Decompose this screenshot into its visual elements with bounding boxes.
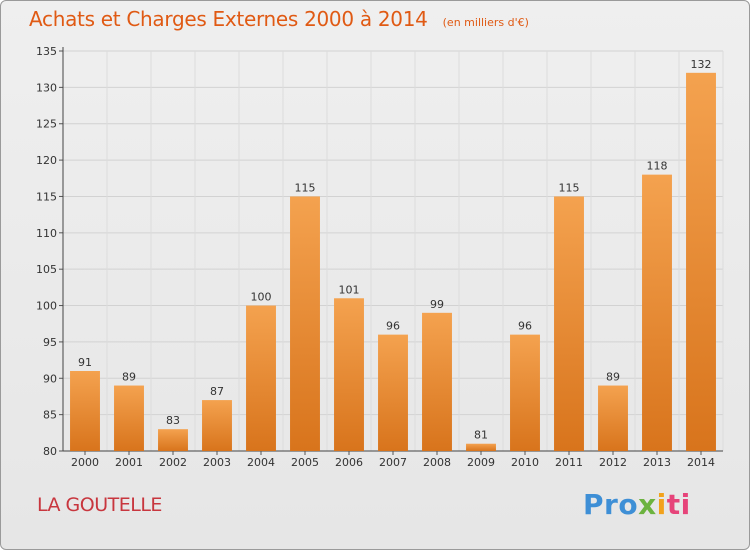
y-tick-label: 130 <box>36 81 57 94</box>
bar-2005 <box>290 196 320 451</box>
x-tick-label-2001: 2001 <box>115 456 143 469</box>
logo-part-2: x <box>638 488 657 521</box>
bar-2013 <box>642 174 672 452</box>
data-label-2014: 132 <box>691 58 712 71</box>
bar-2007 <box>378 334 408 451</box>
bar-2010 <box>510 334 540 451</box>
proxiti-logo[interactable]: Proxiti <box>583 488 691 521</box>
x-tick-label-2007: 2007 <box>379 456 407 469</box>
label-layer: 91 89 83 87 100 115 101 96 99 81 96 115 89 118 132 <box>78 58 712 442</box>
x-tick-label-2009: 2009 <box>467 456 495 469</box>
y-tick-label: 90 <box>43 372 57 385</box>
data-label-2012: 89 <box>606 371 620 384</box>
y-tick-label: 115 <box>36 190 57 203</box>
x-tick-label-2004: 2004 <box>247 456 275 469</box>
data-label-2013: 118 <box>647 160 668 173</box>
x-tick-label-2006: 2006 <box>335 456 363 469</box>
data-label-2009: 81 <box>474 429 488 442</box>
chart-subtitle: (en milliers d'€) <box>442 16 529 29</box>
x-tick-label-2011: 2011 <box>555 456 583 469</box>
data-label-2010: 96 <box>518 320 532 333</box>
x-tick-label-2005: 2005 <box>291 456 319 469</box>
x-tick-label-2000: 2000 <box>71 456 99 469</box>
logo-part-4: ti <box>666 488 691 521</box>
x-tick-label-2008: 2008 <box>423 456 451 469</box>
data-label-2001: 89 <box>122 371 136 384</box>
bar-2014 <box>686 72 716 452</box>
bar-layer <box>70 72 716 452</box>
x-tick-label-2002: 2002 <box>159 456 187 469</box>
x-tick-label-2012: 2012 <box>599 456 627 469</box>
y-tick-label: 120 <box>36 154 57 167</box>
data-label-2011: 115 <box>559 181 580 194</box>
data-label-2008: 99 <box>430 298 444 311</box>
logo-part-3: i <box>656 488 667 521</box>
chart-title: Achats et Charges Externes 2000 à 2014 <box>29 7 428 31</box>
bar-2000 <box>70 371 100 451</box>
y-tick-label: 125 <box>36 118 57 131</box>
data-label-2006: 101 <box>339 283 360 296</box>
x-tick-label-2003: 2003 <box>203 456 231 469</box>
x-tick-label-2010: 2010 <box>511 456 539 469</box>
bar-2009 <box>466 443 496 451</box>
bar-2012 <box>598 385 628 451</box>
bar-2001 <box>114 385 144 451</box>
data-label-2004: 100 <box>251 291 272 304</box>
bar-2002 <box>158 429 188 451</box>
y-tick-label: 100 <box>36 300 57 313</box>
bar-2011 <box>554 196 584 451</box>
data-label-2003: 87 <box>210 385 224 398</box>
x-tick-label-2013: 2013 <box>643 456 671 469</box>
logo-part-1: Pro <box>583 488 639 521</box>
bar-2003 <box>202 400 232 451</box>
y-tick-label: 95 <box>43 336 57 349</box>
y-tick-label: 105 <box>36 263 57 276</box>
data-label-2000: 91 <box>78 356 92 369</box>
bar-2004 <box>246 305 276 451</box>
data-label-2002: 83 <box>166 414 180 427</box>
y-tick-label: 135 <box>36 45 57 58</box>
axis-layer: 80 85 90 95 100 105 110 115 120 125 130 135 2000 2001… <box>36 45 723 469</box>
data-label-2007: 96 <box>386 320 400 333</box>
y-tick-label: 80 <box>43 445 57 458</box>
data-label-2005: 115 <box>295 181 316 194</box>
y-tick-label: 110 <box>36 227 57 240</box>
y-tick-label: 85 <box>43 409 57 422</box>
chart-title-block: Achats et Charges Externes 2000 à 2014 (… <box>29 7 529 31</box>
town-name: LA GOUTELLE <box>37 494 162 516</box>
bar-2008 <box>422 312 452 451</box>
x-tick-label-2014: 2014 <box>687 456 715 469</box>
bar-2006 <box>334 298 364 451</box>
